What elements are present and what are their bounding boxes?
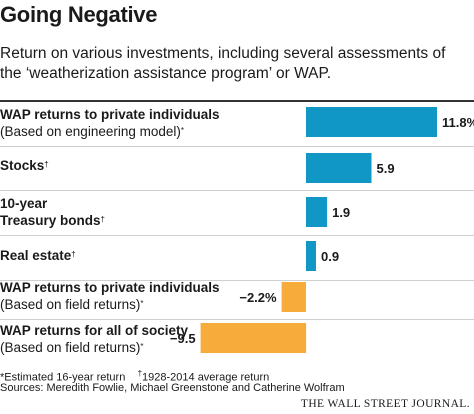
row-treasury-bonds: 10-year Treasury bonds† (0, 191, 474, 236)
publisher-brand: THE WALL STREET JOURNAL. (300, 398, 470, 410)
source-line: Sources: Meredith Fowlie, Michael Greens… (0, 382, 345, 394)
bar-0 (306, 107, 437, 137)
footnote-estimated: *Estimated 16-year return (0, 371, 126, 384)
value-label-3: 0.9 (321, 249, 339, 264)
bar-1 (306, 153, 372, 183)
value-label-2: 1.9 (332, 205, 350, 220)
bar-2 (306, 197, 328, 227)
row-label: WAP returns for all of society (Based on… (0, 323, 189, 355)
row-label: WAP returns to private individuals (Base… (0, 280, 220, 312)
row-wap-engineering: WAP returns to private individuals (Base… (0, 100, 474, 147)
row-list: WAP returns to private individuals (Base… (0, 100, 474, 362)
bar-4 (281, 282, 306, 312)
row-real-estate: Real estate† (0, 236, 474, 281)
bar-5 (200, 323, 307, 353)
bar-chart: 11.8% 5.9 1.9 0.9 −2.2% −9.5 (170, 107, 474, 353)
bar-3 (306, 241, 316, 271)
footnote-average: 1928-2014 average return (142, 371, 270, 384)
value-label-4: −2.2% (239, 290, 277, 305)
row-label: Real estate† (0, 248, 76, 263)
chart-subtitle: Return on various investments, including… (0, 45, 446, 82)
row-label: Stocks† (0, 158, 49, 173)
row-label: 10-year Treasury bonds† (0, 196, 105, 228)
footnote-dagger: † (137, 369, 143, 378)
footnote: *Estimated 16-year return †1928-2014 ave… (0, 366, 474, 386)
row-wap-field-society: WAP returns for all of society (Based on… (0, 318, 474, 362)
row-stocks: Stocks† (0, 146, 474, 191)
value-label-1: 5.9 (377, 161, 395, 176)
value-label-5: −9.5 (170, 331, 196, 346)
chart-title: Going Negative (0, 2, 158, 27)
row-label: WAP returns to private individuals (Base… (0, 107, 220, 139)
row-wap-field-private: WAP returns to private individuals (Base… (0, 275, 474, 320)
value-label-0: 11.8% (442, 115, 474, 130)
